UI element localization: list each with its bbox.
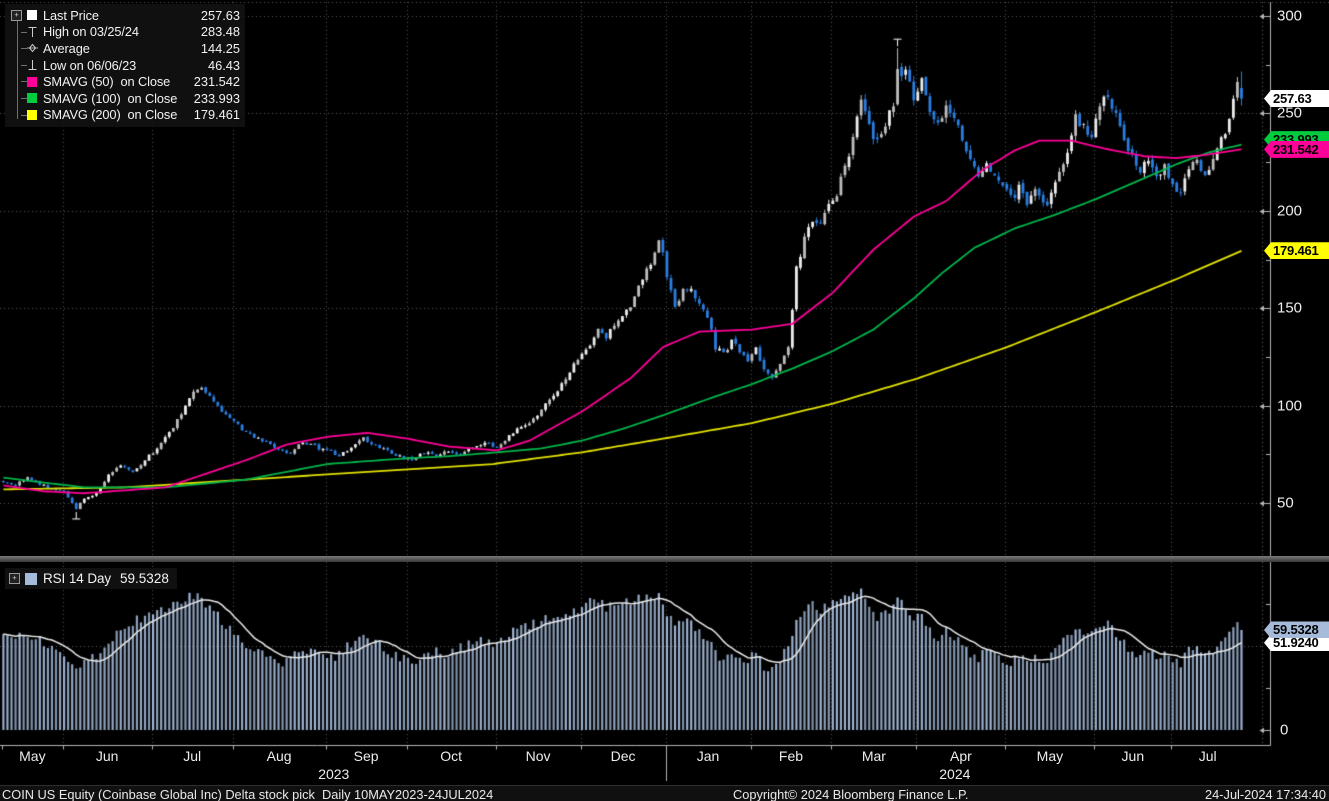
x-axis-month-label: May	[1036, 748, 1064, 764]
tree-expand-icon[interactable]	[9, 573, 20, 584]
x-axis-month-label: Jul	[183, 748, 202, 764]
legend-row-sma50[interactable]: SMAVG (50) on Close 231.542	[9, 73, 240, 90]
legend-value-sma100: 233.993	[193, 90, 240, 106]
rsi-axis-box: 59.5328	[1264, 621, 1329, 639]
x-axis-month-label: Aug	[266, 748, 292, 764]
tree-connector	[21, 114, 27, 116]
x-axis-month-label: May	[19, 748, 46, 764]
y-axis-tick-label: 200	[1277, 202, 1303, 220]
x-axis-month-label: Dec	[610, 748, 636, 764]
security-description: COIN US Equity (Coinbase Global Inc) Del…	[2, 786, 494, 801]
x-axis-year-label: 2024	[939, 766, 971, 782]
low-marker-icon	[27, 59, 38, 71]
high-marker-icon	[27, 26, 38, 38]
panel-splitter[interactable]	[0, 556, 1329, 562]
legend-tree-line	[17, 19, 18, 119]
legend-label-sma50: SMAVG (50) on Close	[43, 74, 171, 90]
rsi-axis-tick-label: 0	[1280, 721, 1289, 739]
x-axis-month-label: Feb	[778, 748, 804, 764]
sma100-swatch-icon	[27, 93, 37, 104]
x-axis-month-label: Jul	[1198, 748, 1217, 764]
legend-label-sma100: SMAVG (100) on Close	[43, 90, 178, 106]
last-price-swatch-icon	[27, 10, 37, 21]
copyright-text: Copyright© 2024 Bloomberg Finance L.P.	[733, 786, 969, 801]
tree-expand-icon[interactable]	[11, 9, 22, 21]
legend-label-high: High on 03/25/24	[43, 24, 139, 40]
tree-connector	[21, 31, 27, 33]
y-axis-tick-label: 150	[1277, 299, 1303, 317]
sma50-swatch-icon	[27, 76, 37, 87]
chart-legend: Last Price 257.63 High on 03/25/24 283.4…	[5, 4, 245, 128]
x-axis-month-label: Apr	[949, 748, 972, 764]
x-axis-month-label: Jun	[95, 748, 119, 764]
x-axis-month-label: Oct	[440, 748, 462, 764]
legend-label-last-price: Last Price	[43, 7, 99, 23]
legend-value-sma50: 231.542	[193, 74, 240, 90]
timestamp: 24-Jul-2024 17:34:40	[1205, 786, 1326, 801]
legend-row-last-price[interactable]: Last Price 257.63	[9, 7, 240, 24]
legend-row-sma200[interactable]: SMAVG (200) on Close 179.461	[9, 107, 240, 124]
y-axis-tick-label: 250	[1277, 104, 1303, 122]
legend-row-low[interactable]: Low on 06/06/23 46.43	[9, 57, 240, 74]
x-axis-month-label: Jun	[1121, 748, 1145, 764]
sma200-axis-box: 179.461	[1264, 242, 1329, 260]
legend-row-high[interactable]: High on 03/25/24 283.48	[9, 24, 240, 41]
legend-value-high: 283.48	[200, 24, 240, 40]
legend-value-low: 46.43	[207, 57, 240, 73]
tree-connector	[21, 97, 27, 99]
legend-value-average: 144.25	[200, 40, 240, 56]
sma200-swatch-icon	[27, 109, 37, 120]
legend-row-average[interactable]: Average 144.25	[9, 40, 240, 57]
legend-value-last-price: 257.63	[200, 7, 240, 23]
x-axis-month-label: Sep	[353, 748, 379, 764]
legend-value-sma200: 179.461	[193, 107, 240, 123]
x-axis-month-label: Mar	[861, 748, 886, 764]
rsi-legend-label: RSI 14 Day	[43, 571, 112, 586]
sma50-axis-box: 231.542	[1264, 140, 1329, 158]
status-bar: COIN US Equity (Coinbase Global Inc) Del…	[0, 785, 1329, 801]
last-price-axis-box: 257.63	[1264, 90, 1329, 108]
average-marker-icon	[27, 42, 38, 54]
rsi-legend-value: 59.5328	[120, 571, 169, 586]
y-axis-tick-label: 300	[1277, 7, 1303, 25]
legend-label-low: Low on 06/06/23	[43, 57, 137, 73]
y-axis-tick-label: 50	[1277, 494, 1294, 512]
x-axis-month-label: Nov	[525, 748, 551, 764]
y-axis-tick-label: 100	[1277, 397, 1303, 415]
tree-connector	[21, 48, 27, 50]
rsi-average-axis-box: 51.9240	[1264, 634, 1329, 652]
tree-connector	[21, 64, 27, 66]
rsi-swatch-icon	[25, 572, 37, 585]
rsi-legend[interactable]: RSI 14 Day 59.5328	[5, 568, 177, 589]
x-axis-month-label: Jan	[696, 748, 720, 764]
tree-connector	[21, 81, 27, 83]
x-axis-year-label: 2023	[318, 766, 350, 782]
legend-label-sma200: SMAVG (200) on Close	[43, 107, 178, 123]
legend-label-average: Average	[43, 40, 90, 56]
legend-row-sma100[interactable]: SMAVG (100) on Close 233.993	[9, 90, 240, 107]
